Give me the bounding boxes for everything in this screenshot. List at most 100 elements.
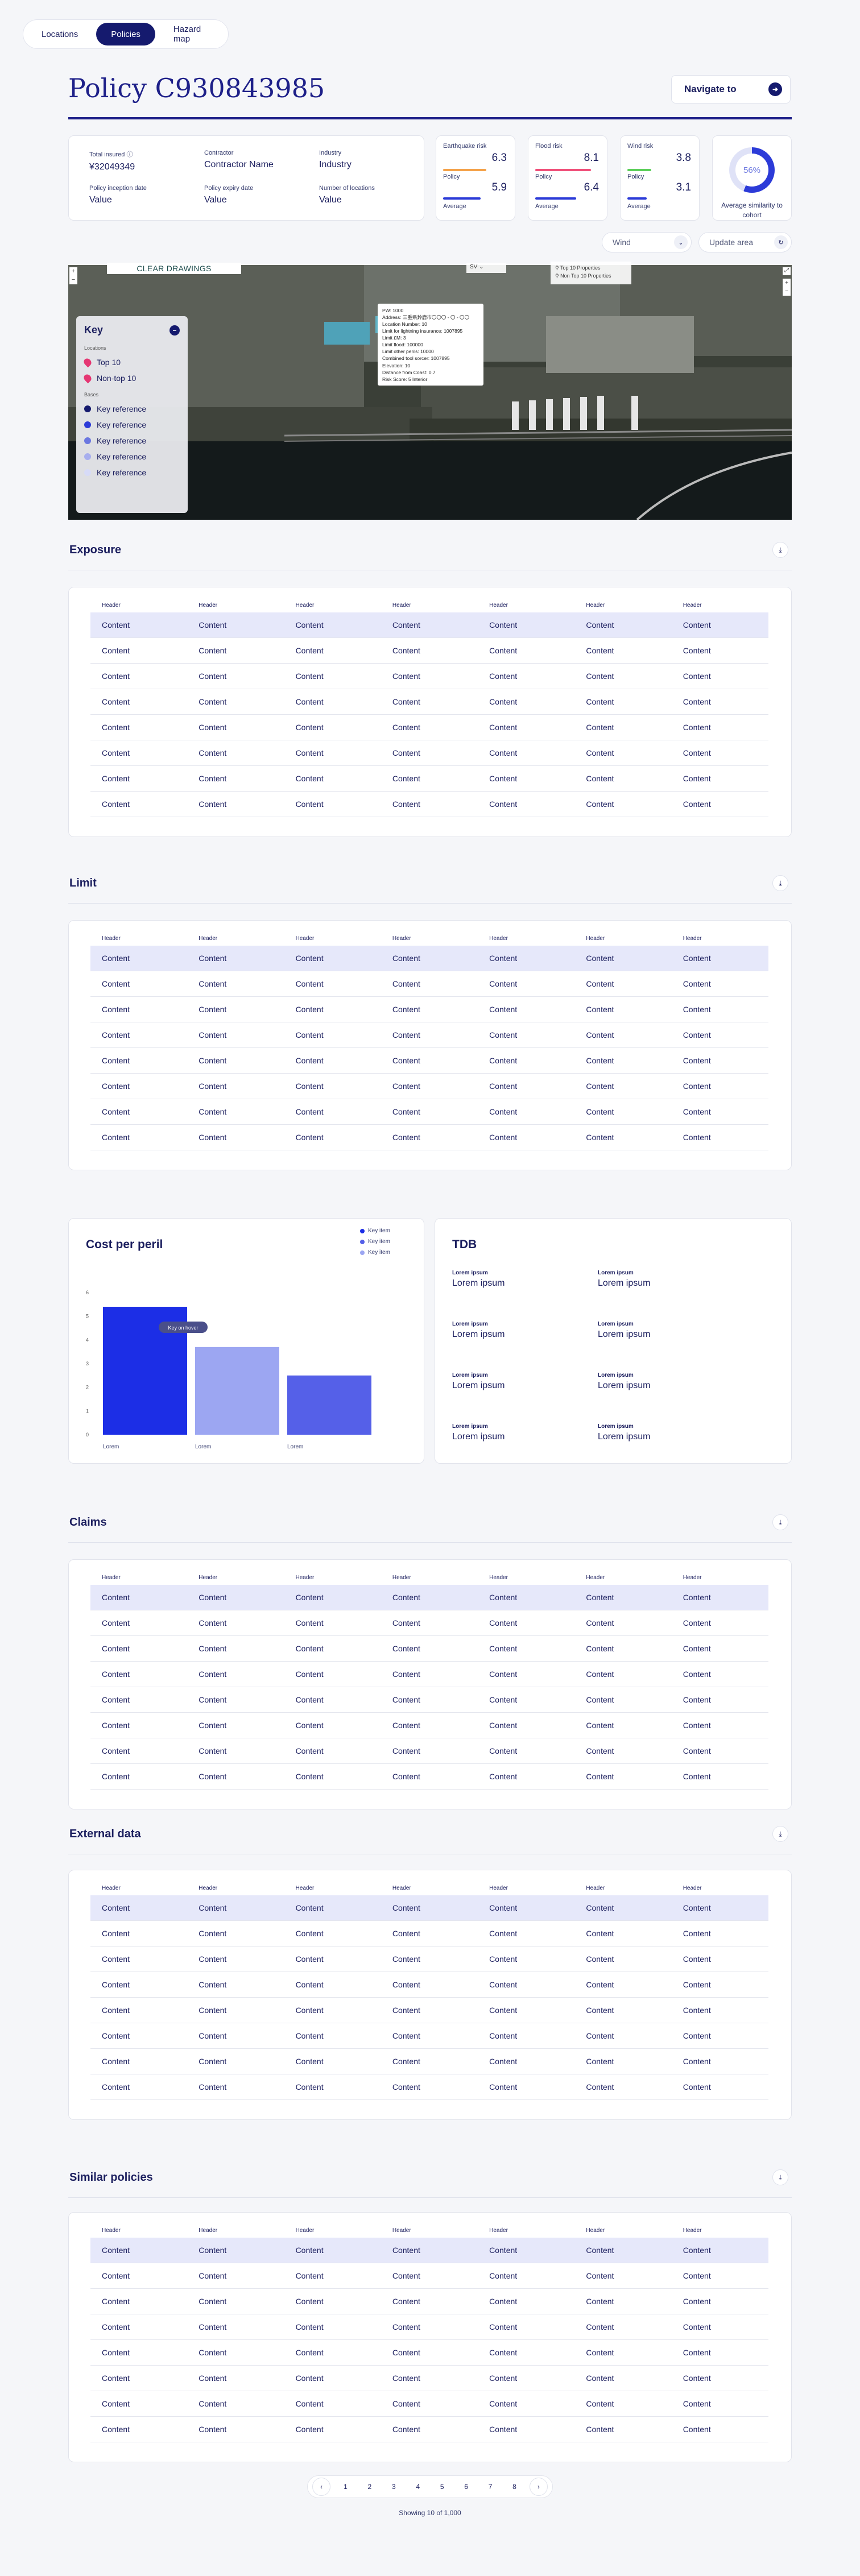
table-row[interactable]: Content Content Content Content Content Conte… <box>90 740 768 766</box>
download-icon[interactable]: ⤓ <box>772 1514 788 1530</box>
column-header[interactable]: Header <box>489 1885 508 1891</box>
column-header[interactable]: Header <box>102 935 121 942</box>
table-row[interactable]: Content Content Content Content Content Conte… <box>90 1048 768 1074</box>
column-header[interactable]: Header <box>295 602 315 608</box>
column-header[interactable]: Header <box>489 2227 508 2234</box>
table-row[interactable]: Content Content Content Content Content Conte… <box>90 1738 768 1764</box>
tab-locations[interactable]: Locations <box>42 29 78 39</box>
table-row[interactable]: Content Content Content Content Content Conte… <box>90 1022 768 1048</box>
column-header[interactable]: Header <box>199 602 218 608</box>
column-header[interactable]: Header <box>489 935 508 942</box>
tab-policies[interactable]: Policies <box>96 23 155 45</box>
table-row[interactable]: Content Content Content Content Content Conte… <box>90 1636 768 1662</box>
column-header[interactable]: Header <box>392 1885 411 1891</box>
table-row[interactable]: Content Content Content Content Content Conte… <box>90 2263 768 2289</box>
column-header[interactable]: Header <box>102 1885 121 1891</box>
download-icon[interactable]: ⤓ <box>772 542 788 558</box>
table-row[interactable]: Content Content Content Content Content Conte… <box>90 946 768 971</box>
table-row[interactable]: Content Content Content Content Content Conte… <box>90 612 768 638</box>
column-header[interactable]: Header <box>392 1574 411 1581</box>
page-number-button[interactable]: 4 <box>416 2483 420 2491</box>
column-header[interactable]: Header <box>586 935 605 942</box>
table-row[interactable]: Content Content Content Content Content Conte… <box>90 1662 768 1687</box>
column-header[interactable]: Header <box>295 2227 315 2234</box>
column-header[interactable]: Header <box>295 935 315 942</box>
page-number-button[interactable]: 3 <box>391 2483 396 2491</box>
column-header[interactable]: Header <box>489 1574 508 1581</box>
clear-drawings-button[interactable]: CLEAR DRAWINGS <box>107 263 241 274</box>
table-row[interactable]: Content Content Content Content Content Conte… <box>90 792 768 817</box>
table-row[interactable]: Content Content Content Content Content Conte… <box>90 766 768 792</box>
column-header[interactable]: Header <box>683 1574 702 1581</box>
column-header[interactable]: Header <box>392 935 411 942</box>
table-row[interactable]: Content Content Content Content Content Conte… <box>90 2074 768 2100</box>
column-header[interactable]: Header <box>586 2227 605 2234</box>
update-area-button[interactable]: Update area ↻ <box>698 232 792 252</box>
column-header[interactable]: Header <box>295 1885 315 1891</box>
table-row[interactable]: Content Content Content Content Content Conte… <box>90 1998 768 2023</box>
table-row[interactable]: Content Content Content Content Content Conte… <box>90 689 768 715</box>
table-row[interactable]: Content Content Content Content Content Conte… <box>90 2314 768 2340</box>
column-header[interactable]: Header <box>392 602 411 608</box>
column-header[interactable]: Header <box>586 1885 605 1891</box>
download-icon[interactable]: ⤓ <box>772 1826 788 1842</box>
info-icon[interactable]: ⓘ <box>126 151 133 158</box>
download-icon[interactable]: ⤓ <box>772 2169 788 2185</box>
table-row[interactable]: Content Content Content Content Content Conte… <box>90 1125 768 1150</box>
collapse-icon[interactable]: − <box>169 325 180 336</box>
column-header[interactable]: Header <box>102 2227 121 2234</box>
table-row[interactable]: Content Content Content Content Content Conte… <box>90 1585 768 1610</box>
map-zoom-right[interactable]: + − <box>783 279 791 296</box>
table-row[interactable]: Content Content Content Content Content Conte… <box>90 638 768 664</box>
download-icon[interactable]: ⤓ <box>772 875 788 891</box>
table-row[interactable]: Content Content Content Content Content Conte… <box>90 1895 768 1921</box>
column-header[interactable]: Header <box>683 1885 702 1891</box>
table-row[interactable]: Content Content Content Content Content Conte… <box>90 1764 768 1790</box>
next-page-button[interactable]: › <box>529 2478 548 2496</box>
page-number-button[interactable]: 1 <box>344 2483 348 2491</box>
table-row[interactable]: Content Content Content Content Content Conte… <box>90 2417 768 2442</box>
navigate-to-button[interactable]: Navigate to ➜ <box>671 75 791 103</box>
table-row[interactable]: Content Content Content Content Content Conte… <box>90 1074 768 1099</box>
zoom-control[interactable]: + − <box>69 267 77 284</box>
table-row[interactable]: Content Content Content Content Content Conte… <box>90 1972 768 1998</box>
table-row[interactable]: Content Content Content Content Content Conte… <box>90 971 768 997</box>
table-row[interactable]: Content Content Content Content Content Conte… <box>90 2049 768 2074</box>
table-row[interactable]: Content Content Content Content Content Conte… <box>90 1610 768 1636</box>
table-row[interactable]: Content Content Content Content Content Conte… <box>90 1921 768 1947</box>
page-number-button[interactable]: 6 <box>464 2483 468 2491</box>
column-header[interactable]: Header <box>199 1574 218 1581</box>
table-row[interactable]: Content Content Content Content Content Conte… <box>90 715 768 740</box>
column-header[interactable]: Header <box>199 2227 218 2234</box>
column-header[interactable]: Header <box>102 1574 121 1581</box>
table-row[interactable]: Content Content Content Content Content Conte… <box>90 2289 768 2314</box>
table-row[interactable]: Content Content Content Content Content Conte… <box>90 2340 768 2366</box>
fullscreen-icon[interactable]: ⤢ <box>783 267 791 275</box>
table-row[interactable]: Content Content Content Content Content Conte… <box>90 1687 768 1713</box>
table-row[interactable]: Content Content Content Content Content Conte… <box>90 664 768 689</box>
table-row[interactable]: Content Content Content Content Content Conte… <box>90 1099 768 1125</box>
page-number-button[interactable]: 5 <box>440 2483 444 2491</box>
column-header[interactable]: Header <box>199 935 218 942</box>
page-number-button[interactable]: 2 <box>367 2483 372 2491</box>
column-header[interactable]: Header <box>683 602 702 608</box>
table-row[interactable]: Content Content Content Content Content Conte… <box>90 2238 768 2263</box>
table-row[interactable]: Content Content Content Content Content Conte… <box>90 997 768 1022</box>
map-layer-dropdown[interactable]: SV ⌄ <box>466 263 506 273</box>
column-header[interactable]: Header <box>102 602 121 608</box>
column-header[interactable]: Header <box>586 1574 605 1581</box>
table-row[interactable]: Content Content Content Content Content Conte… <box>90 2023 768 2049</box>
peril-select[interactable]: Wind ⌄ <box>602 232 692 252</box>
column-header[interactable]: Header <box>295 1574 315 1581</box>
prev-page-button[interactable]: ‹ <box>312 2478 330 2496</box>
column-header[interactable]: Header <box>683 935 702 942</box>
page-number-button[interactable]: 8 <box>512 2483 516 2491</box>
table-row[interactable]: Content Content Content Content Content Conte… <box>90 2391 768 2417</box>
page-number-button[interactable]: 7 <box>488 2483 493 2491</box>
column-header[interactable]: Header <box>683 2227 702 2234</box>
table-row[interactable]: Content Content Content Content Content Conte… <box>90 1947 768 1972</box>
table-row[interactable]: Content Content Content Content Content Conte… <box>90 1713 768 1738</box>
column-header[interactable]: Header <box>489 602 508 608</box>
tab-hazard-map[interactable]: Hazard map <box>173 24 201 44</box>
table-row[interactable]: Content Content Content Content Content Conte… <box>90 2366 768 2391</box>
